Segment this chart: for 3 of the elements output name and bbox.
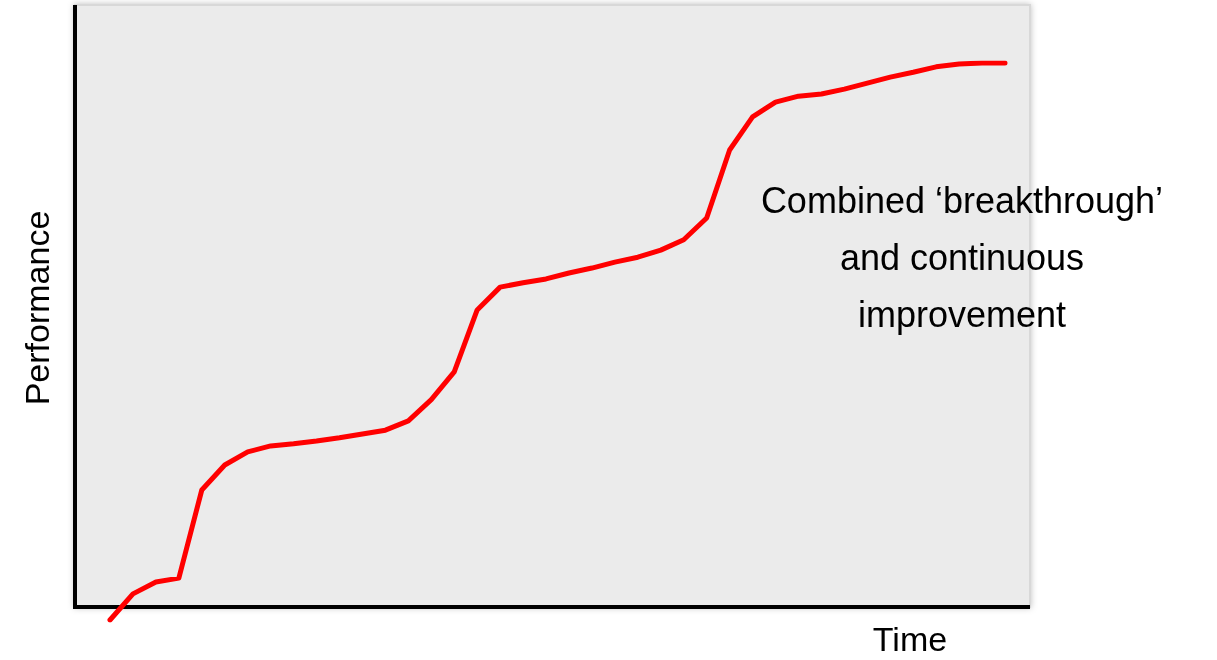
y-axis-title: Performance — [18, 210, 56, 406]
annotation: Combined ‘breakthrough’ and continuous improvement — [760, 180, 1164, 335]
x-axis-title: Time — [872, 620, 948, 658]
